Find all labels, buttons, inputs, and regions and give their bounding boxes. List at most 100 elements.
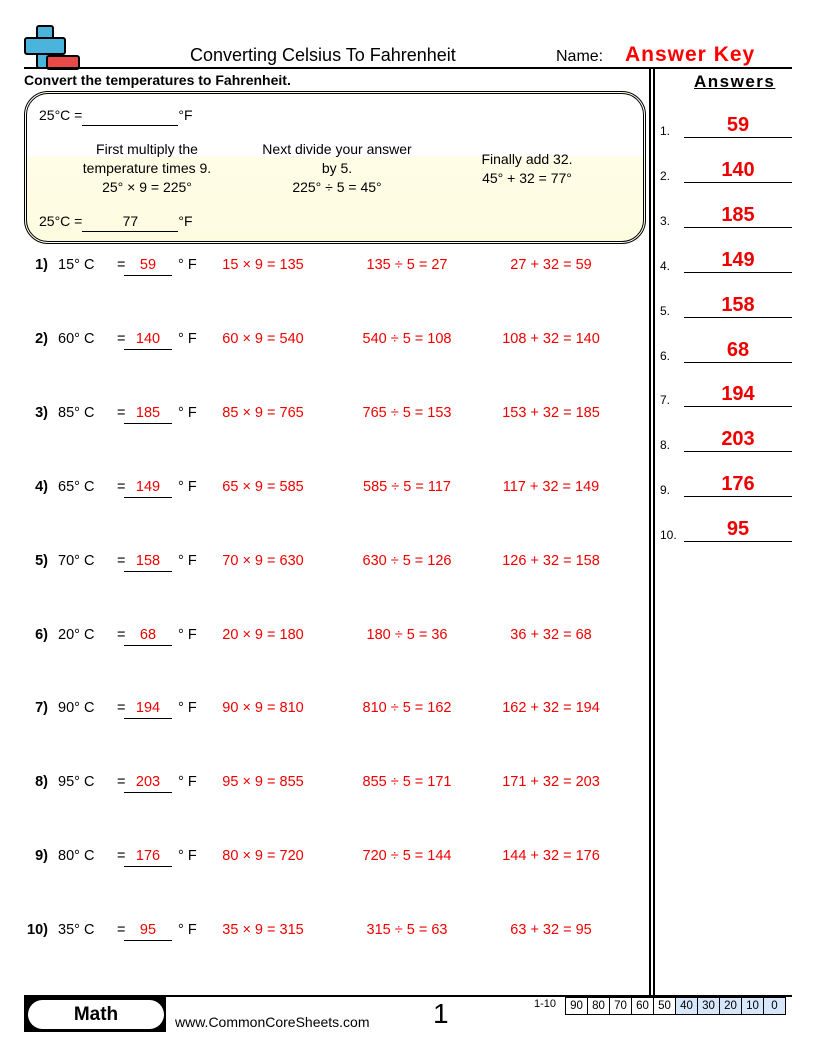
- fahrenheit-unit: ° F: [178, 774, 197, 791]
- multiply-step: 60 × 9 = 540: [222, 330, 304, 347]
- fahrenheit-answer: 140: [124, 331, 172, 350]
- answer-value: 194: [684, 383, 792, 408]
- add-step: 27 + 32 = 59: [510, 257, 592, 273]
- fahrenheit-answer: 95: [124, 922, 172, 942]
- fahrenheit-unit: ° F: [178, 478, 197, 495]
- score-cell: 50: [653, 998, 675, 1014]
- answer-number: 5.: [660, 303, 671, 318]
- problem-number: 10): [27, 922, 48, 939]
- equals-sign: =: [117, 552, 126, 569]
- divide-step: 720 ÷ 5 = 144: [362, 848, 452, 865]
- step-text: by 5.: [321, 160, 353, 176]
- example-step-3: Finally add 32. 45° + 32 = 77°: [447, 150, 607, 188]
- step-text: Finally add 32.: [481, 151, 573, 167]
- example-question: 25°C = °F: [39, 106, 193, 126]
- page-title: Converting Celsius To Fahrenheit: [190, 45, 456, 65]
- problem-row: 1) 15° C = 59 ° F 15 × 9 = 135 135 ÷ 5 = 27 27 …: [0, 257, 650, 277]
- fahrenheit-unit: ° F: [178, 700, 197, 717]
- celsius-value: 60° C: [58, 330, 95, 347]
- answer-row: 7. 194: [660, 379, 792, 409]
- fahrenheit-unit: ° F: [178, 257, 197, 273]
- column-divider: [653, 67, 655, 997]
- add-step: 162 + 32 = 194: [502, 700, 600, 717]
- answer-number: 6.: [660, 348, 671, 363]
- celsius-value: 90° C: [58, 700, 95, 717]
- multiply-step: 90 × 9 = 810: [222, 700, 304, 717]
- answer-value: 203: [684, 428, 792, 453]
- divide-step: 810 ÷ 5 = 162: [362, 700, 452, 717]
- answer-row: 2. 140: [660, 155, 792, 185]
- example-prefix: 25°C =: [39, 213, 83, 229]
- add-step: 153 + 32 = 185: [502, 404, 600, 421]
- name-label: Name:: [556, 48, 604, 65]
- add-step: 63 + 32 = 95: [510, 922, 592, 939]
- multiply-step: 65 × 9 = 585: [222, 478, 304, 495]
- fahrenheit-unit: ° F: [178, 848, 197, 865]
- answer-row: 9. 176: [660, 469, 792, 499]
- problem-row: 10) 35° C = 95 ° F 35 × 9 = 315 315 ÷ 5 = 63 63…: [0, 922, 650, 942]
- example-unit: °F: [178, 107, 193, 123]
- answer-value: 158: [684, 294, 792, 318]
- equals-sign: =: [117, 404, 126, 421]
- equals-sign: =: [117, 257, 126, 273]
- example-prefix: 25°C =: [39, 107, 83, 123]
- fahrenheit-unit: ° F: [178, 552, 197, 569]
- divide-step: 315 ÷ 5 = 63: [366, 922, 448, 939]
- divide-step: 765 ÷ 5 = 153: [362, 404, 452, 421]
- divide-step: 540 ÷ 5 = 108: [362, 330, 452, 347]
- celsius-value: 95° C: [58, 774, 95, 791]
- fahrenheit-unit: ° F: [178, 626, 197, 643]
- example-unit: °F: [178, 213, 193, 229]
- add-step: 126 + 32 = 158: [502, 552, 600, 569]
- score-cell: 0: [763, 998, 785, 1014]
- answer-value: 149: [684, 249, 792, 273]
- example-step-2: Next divide your answer by 5. 225° ÷ 5 =…: [242, 140, 432, 197]
- answer-row: 3. 185: [660, 200, 792, 230]
- multiply-step: 70 × 9 = 630: [222, 552, 304, 569]
- celsius-value: 65° C: [58, 478, 95, 495]
- divide-step: 135 ÷ 5 = 27: [366, 257, 448, 273]
- equals-sign: =: [117, 774, 126, 791]
- celsius-value: 85° C: [58, 404, 95, 421]
- problem-row: 9) 80° C = 176 ° F 80 × 9 = 720 720 ÷ 5 = 144 1…: [0, 848, 650, 868]
- equals-sign: =: [117, 330, 126, 347]
- problem-number: 7): [35, 700, 48, 717]
- answers-heading: Answers: [694, 72, 776, 91]
- add-step: 36 + 32 = 68: [510, 626, 592, 643]
- answer-number: 2.: [660, 168, 671, 183]
- answer-row: 8. 203: [660, 424, 792, 454]
- step-text: temperature times 9.: [82, 160, 212, 176]
- score-label: 1-10: [534, 998, 557, 1010]
- divide-step: 585 ÷ 5 = 117: [363, 478, 451, 495]
- fahrenheit-answer: 149: [124, 479, 172, 498]
- divide-step: 180 ÷ 5 = 36: [366, 626, 448, 643]
- multiply-step: 85 × 9 = 765: [222, 404, 304, 421]
- step-text: 225° ÷ 5 = 45°: [292, 179, 382, 195]
- example-blank: [82, 106, 179, 126]
- score-cell: 60: [631, 998, 653, 1014]
- problem-number: 2): [35, 330, 48, 347]
- example-answer: 77: [82, 212, 179, 232]
- divide-step: 630 ÷ 5 = 126: [362, 552, 452, 569]
- add-step: 144 + 32 = 176: [502, 848, 600, 865]
- answer-row: 10. 95: [660, 514, 792, 544]
- answer-number: 9.: [660, 483, 671, 498]
- problem-number: 8): [35, 774, 48, 791]
- step-text: 45° + 32 = 77°: [482, 170, 572, 186]
- answer-row: 6. 68: [660, 335, 792, 365]
- answer-value: 95: [684, 518, 792, 543]
- celsius-value: 15° C: [58, 257, 95, 273]
- fahrenheit-answer: 59: [124, 257, 172, 276]
- problem-row: 6) 20° C = 68 ° F 20 × 9 = 180 180 ÷ 5 = 36 36 …: [0, 627, 650, 647]
- step-text: First multiply the: [96, 141, 198, 157]
- celsius-value: 20° C: [58, 626, 95, 643]
- multiply-step: 80 × 9 = 720: [222, 848, 304, 865]
- multiply-step: 15 × 9 = 135: [222, 257, 304, 273]
- fahrenheit-answer: 176: [124, 848, 172, 868]
- name-value: Answer Key: [625, 43, 756, 66]
- problem-row: 8) 95° C = 203 ° F 95 × 9 = 855 855 ÷ 5 = 171 1…: [0, 774, 650, 794]
- add-step: 117 + 32 = 149: [502, 478, 600, 495]
- equals-sign: =: [117, 478, 126, 495]
- answer-number: 3.: [660, 213, 671, 228]
- answer-row: 5. 158: [660, 290, 792, 320]
